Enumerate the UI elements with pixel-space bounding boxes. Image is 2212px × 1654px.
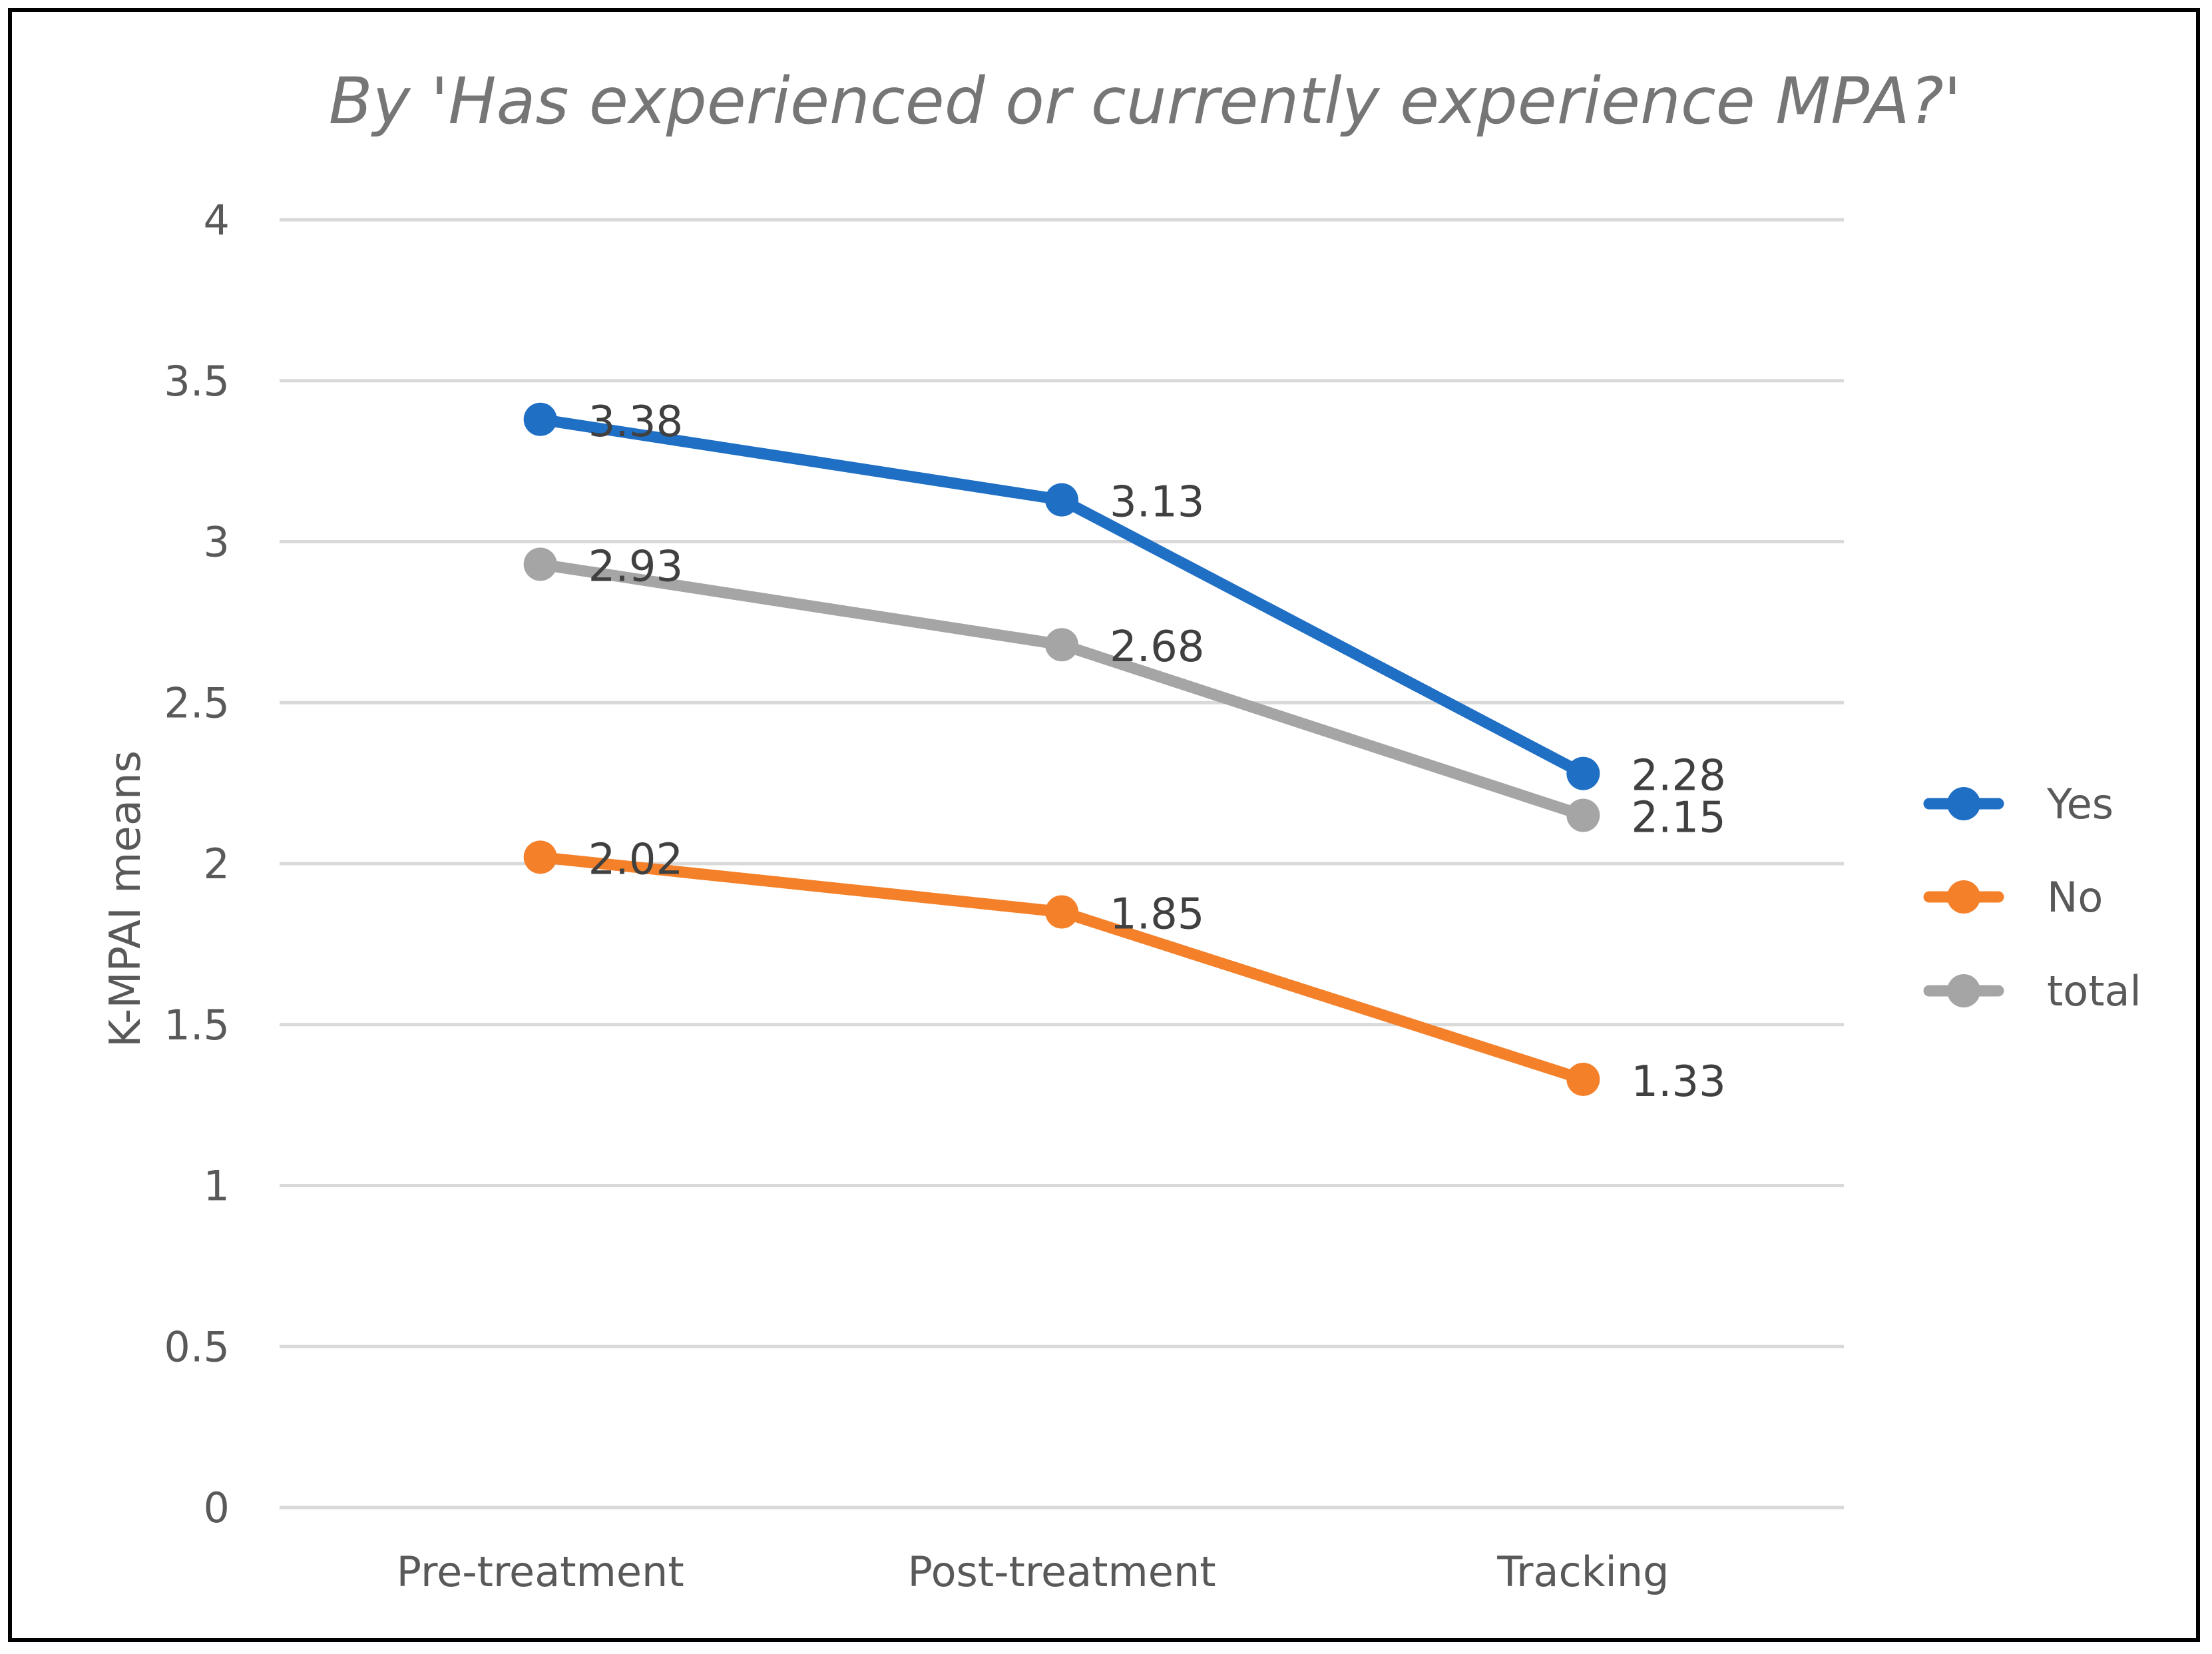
data-point-yes [1045, 483, 1078, 517]
x-axis-ticks: Pre-treatment Post-treatment Tracking [397, 1547, 1669, 1596]
data-point-total [1045, 628, 1078, 662]
y-tick-label: 2 [204, 840, 230, 888]
y-tick-label: 0 [204, 1484, 230, 1532]
data-labels: 3.38 3.13 2.28 2.02 1.85 1.33 2.93 2.68 2.15 [588, 398, 1726, 1107]
data-label: 2.15 [1631, 793, 1726, 842]
data-point-no [1566, 1062, 1600, 1096]
x-tick-label: Tracking [1496, 1547, 1669, 1596]
y-tick-label: 4 [204, 196, 230, 244]
data-label: 2.28 [1631, 752, 1726, 801]
legend-label-no: No [2047, 873, 2103, 922]
legend-label-total: total [2047, 967, 2141, 1015]
data-point-yes [1566, 756, 1600, 790]
y-tick-label: 3.5 [164, 357, 230, 406]
x-tick-label: Post-treatment [907, 1547, 1216, 1596]
data-label: 1.33 [1631, 1057, 1726, 1107]
series-lines [523, 402, 1600, 1096]
series-line-yes [535, 414, 1589, 780]
y-axis-ticks: 0 0.5 1 1.5 2 2.5 3 3.5 4 [164, 196, 230, 1532]
data-point-total [1566, 798, 1600, 832]
y-axis-label: K-MPAI means [101, 750, 150, 1047]
data-label: 1.85 [1110, 890, 1205, 940]
y-tick-label: 1.5 [164, 1001, 230, 1049]
data-label: 2.68 [1110, 623, 1205, 672]
chart-frame [8, 8, 2200, 1642]
legend: Yes No total [1923, 780, 2141, 1015]
y-tick-label: 1 [204, 1162, 230, 1211]
data-point-total [523, 547, 557, 581]
gridlines [280, 218, 1844, 1510]
data-label: 2.02 [588, 835, 684, 884]
legend-marker-no [1947, 880, 1980, 914]
data-point-no [523, 840, 557, 874]
data-label: 2.93 [588, 542, 684, 591]
data-point-no [1045, 895, 1078, 929]
chart-title: By 'Has experienced or currently experie… [329, 64, 1961, 138]
data-point-yes [523, 402, 557, 436]
y-tick-label: 2.5 [164, 679, 230, 727]
legend-marker-yes [1947, 787, 1980, 820]
legend-marker-total [1947, 974, 1980, 1007]
data-label: 3.13 [1110, 478, 1205, 527]
data-label: 3.38 [588, 398, 684, 447]
legend-label-yes: Yes [2046, 780, 2113, 828]
y-tick-label: 3 [204, 518, 230, 567]
y-tick-label: 0.5 [164, 1322, 230, 1371]
series-line-no [535, 851, 1589, 1085]
x-tick-label: Pre-treatment [397, 1547, 684, 1596]
